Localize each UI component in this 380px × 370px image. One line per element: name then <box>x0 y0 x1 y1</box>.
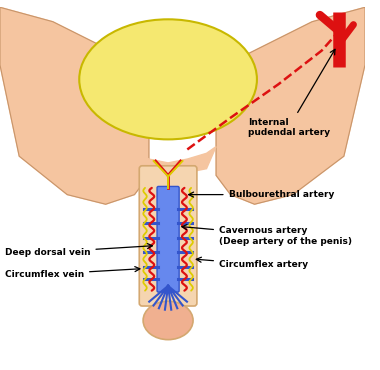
Text: Bulbourethral artery: Bulbourethral artery <box>188 190 334 199</box>
FancyBboxPatch shape <box>139 166 197 306</box>
Polygon shape <box>0 7 149 204</box>
Text: Cavernous artery
(Deep artery of the penis): Cavernous artery (Deep artery of the pen… <box>182 225 352 246</box>
Text: Deep dorsal vein: Deep dorsal vein <box>5 243 152 257</box>
Text: Circumflex vein: Circumflex vein <box>5 267 140 279</box>
Text: Circumflex artery: Circumflex artery <box>196 257 308 269</box>
Ellipse shape <box>143 301 193 340</box>
Text: Internal
pudendal artery: Internal pudendal artery <box>248 49 335 137</box>
Polygon shape <box>125 147 216 174</box>
Ellipse shape <box>79 19 257 139</box>
Polygon shape <box>216 7 365 204</box>
FancyBboxPatch shape <box>157 186 179 292</box>
